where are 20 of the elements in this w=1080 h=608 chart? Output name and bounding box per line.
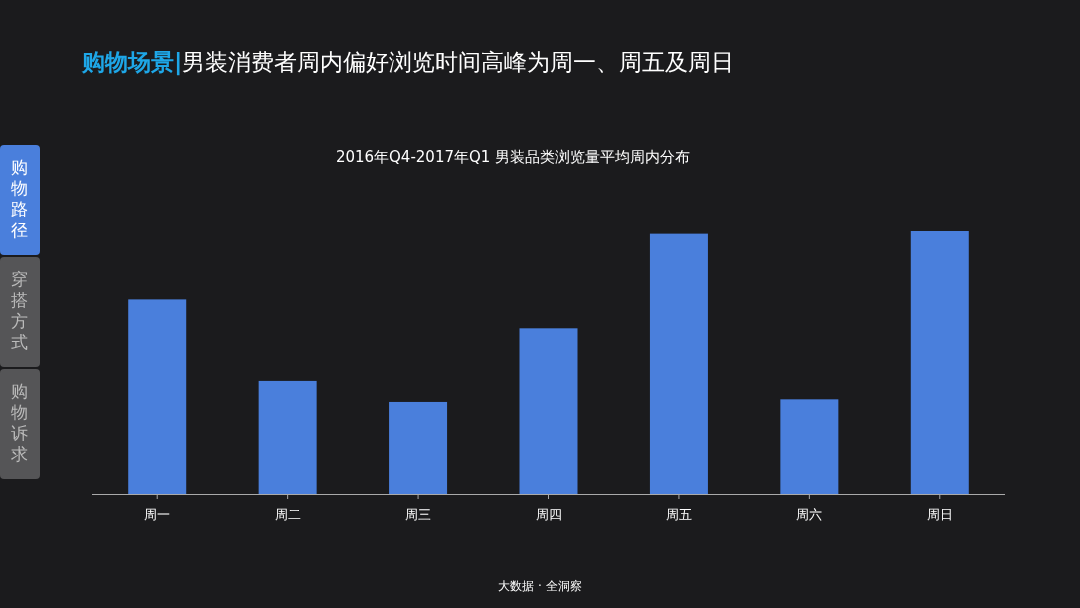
chart-title: 购物场景|男装消费者周内偏好浏览时间高峰为周一、周五及周日 [81,49,735,76]
bar [389,401,448,494]
bar [128,299,187,494]
x-tick-label: 周一 [144,507,171,522]
text: 购物路径 [10,157,28,240]
x-tick-label: 周日 [926,507,953,522]
bar [780,399,839,494]
x-tick-label: 周四 [535,507,562,522]
bar [519,328,578,494]
x-tick-label: 周六 [796,507,823,522]
x-tick-label: 周二 [274,507,301,522]
bar [910,231,969,494]
text: 穿搭方式 [10,269,28,352]
text: 大数据 · 全洞察 [498,579,582,593]
x-tick-label: 周五 [665,507,692,522]
chart-subtitle: 2016年Q4-2017年Q1 男装品类浏览量平均周内分布 [335,148,691,166]
x-tick-label: 周三 [405,507,432,522]
bar [649,233,708,494]
bar [258,380,317,494]
text: 购物诉求 [10,381,28,464]
